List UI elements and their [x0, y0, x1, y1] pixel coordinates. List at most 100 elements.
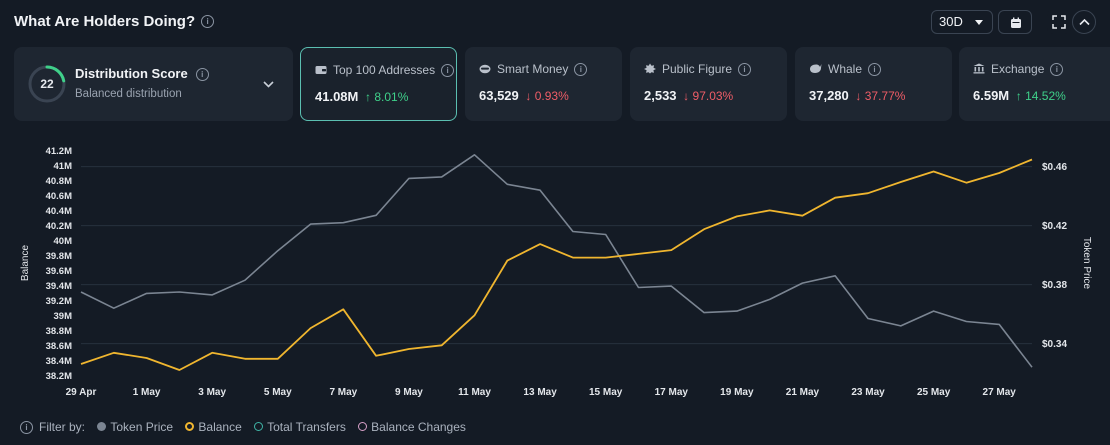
card-header: Top 100 Addresses i	[315, 63, 455, 78]
y-tick-left: 41M	[54, 161, 73, 172]
x-tick: 13 May	[523, 387, 557, 398]
card-value: 6.59M	[973, 88, 1010, 103]
legend-ring-icon	[358, 422, 368, 432]
period-value: 30D	[939, 14, 963, 29]
y-tick-right: $0.46	[1042, 162, 1067, 173]
info-icon[interactable]: i	[738, 63, 752, 77]
y-tick-right: $0.42	[1042, 221, 1067, 232]
card-value-row: 41.08M ↑ 8.01%	[315, 89, 408, 104]
card-change: ↓ 37.77%	[855, 89, 905, 103]
arrow-up-icon: ↑	[365, 90, 371, 104]
smart-money-icon	[479, 64, 491, 74]
page-title: What Are Holders Doing? i	[14, 13, 215, 30]
info-icon[interactable]: i	[868, 63, 882, 77]
distribution-score-subtitle: Balanced distribution	[75, 88, 182, 100]
x-tick: 3 May	[198, 387, 226, 398]
filter-label-text: Filter by:	[39, 420, 86, 434]
card-value: 41.08M	[315, 89, 359, 104]
info-icon[interactable]: i	[441, 64, 455, 78]
card-label: Top 100 Addresses	[333, 63, 436, 77]
page-title-text: What Are Holders Doing?	[14, 13, 196, 30]
chevron-down-icon[interactable]	[263, 81, 274, 88]
card-change: ↑ 8.01%	[365, 90, 408, 104]
card-label: Whale	[828, 62, 863, 76]
distribution-score-gauge	[28, 65, 66, 103]
y-axis-label-right: Token Price	[1081, 237, 1092, 290]
card-value-row: 37,280 ↓ 37.77%	[809, 88, 905, 103]
bank-icon	[973, 63, 985, 74]
legend-item-token-price[interactable]: Token Price	[97, 420, 173, 434]
y-tick-left: 40.8M	[46, 176, 72, 187]
legend-dot-icon	[97, 422, 107, 432]
calendar-icon	[1011, 17, 1021, 28]
card-change-value: 8.01%	[374, 90, 409, 104]
legend-item-total-transfers[interactable]: Total Transfers	[254, 420, 346, 434]
card-header: Smart Money i	[479, 62, 588, 77]
legend-item-balance-changes[interactable]: Balance Changes	[358, 420, 466, 434]
card-value-row: 6.59M ↑ 14.52%	[973, 88, 1066, 103]
card-value-row: 2,533 ↓ 97.03%	[644, 88, 733, 103]
info-icon[interactable]: i	[195, 68, 209, 82]
y-tick-left: 39.6M	[46, 266, 72, 277]
distribution-score-title: Distribution Score i	[75, 66, 209, 82]
info-icon[interactable]: i	[574, 63, 588, 77]
card-change-value: 97.03%	[692, 89, 734, 103]
legend-label: Token Price	[110, 420, 174, 434]
legend-ring-icon	[254, 422, 264, 432]
card-change: ↓ 97.03%	[683, 89, 733, 103]
card-exchange[interactable]: Exchange i 6.59M ↑ 14.52%	[959, 47, 1110, 121]
x-tick: 21 May	[786, 387, 820, 398]
card-header: Whale i	[809, 62, 882, 77]
y-tick-left: 41.2M	[46, 146, 72, 157]
card-value: 63,529	[479, 88, 519, 103]
whale-icon	[810, 64, 822, 74]
card-change: ↑ 14.52%	[1016, 89, 1066, 103]
card-smart-money[interactable]: Smart Money i 63,529 ↓ 0.93%	[465, 47, 622, 121]
x-tick: 25 May	[917, 387, 951, 398]
card-change: ↓ 0.93%	[525, 89, 568, 103]
info-icon[interactable]: i	[20, 421, 33, 435]
holders-line-chart: 38.2M 38.4M 38.6M 38.8M 39M 39.2M 39.4M 39.6M 39…	[20, 146, 1092, 398]
card-value-row: 63,529 ↓ 0.93%	[479, 88, 569, 103]
card-top-100-addresses[interactable]: Top 100 Addresses i 41.08M ↑ 8.01%	[300, 47, 457, 121]
x-tick: 27 May	[983, 387, 1017, 398]
card-change-value: 37.77%	[864, 89, 906, 103]
card-whale[interactable]: Whale i 37,280 ↓ 37.77%	[795, 47, 952, 121]
x-tick: 5 May	[264, 387, 292, 398]
x-tick: 23 May	[851, 387, 885, 398]
y-tick-right: $0.34	[1042, 339, 1067, 350]
x-tick: 15 May	[589, 387, 623, 398]
arrow-down-icon: ↓	[683, 89, 690, 103]
filter-label: i Filter by:	[20, 420, 86, 435]
calendar-button[interactable]	[998, 10, 1032, 34]
y-tick-left: 38.6M	[46, 341, 72, 352]
info-icon[interactable]: i	[201, 14, 215, 28]
collapse-button[interactable]	[1072, 10, 1096, 34]
distribution-score-value: 22	[40, 77, 54, 91]
card-public-figure[interactable]: Public Figure i 2,533 ↓ 97.03%	[630, 47, 787, 121]
distribution-score-card[interactable]: 22 Distribution Score i Balanced distribu…	[14, 47, 293, 121]
x-tick: 1 May	[133, 387, 161, 398]
header: What Are Holders Doing? i 30D	[14, 10, 1096, 36]
y-tick-left: 38.8M	[46, 326, 72, 337]
x-tick: 7 May	[329, 387, 357, 398]
x-tick: 19 May	[720, 387, 754, 398]
period-select[interactable]: 30D	[931, 10, 993, 34]
x-tick: 9 May	[395, 387, 423, 398]
series-line-token-price	[80, 154, 1033, 368]
y-tick-left: 38.4M	[46, 356, 72, 367]
legend-label: Total Transfers	[267, 420, 346, 434]
card-header: Public Figure i	[644, 62, 752, 77]
card-label: Public Figure	[662, 62, 733, 76]
x-tick: 11 May	[458, 387, 491, 398]
fullscreen-button[interactable]	[1047, 10, 1071, 34]
y-tick-left: 40.4M	[46, 206, 72, 217]
card-label: Smart Money	[497, 62, 569, 76]
legend-item-balance[interactable]: Balance	[185, 420, 242, 434]
card-label: Exchange	[991, 62, 1045, 76]
y-tick-left: 39.4M	[46, 281, 72, 292]
legend-label: Balance Changes	[371, 420, 466, 434]
info-icon[interactable]: i	[1050, 63, 1064, 77]
wallet-icon	[315, 65, 327, 74]
y-tick-left: 39.2M	[46, 296, 72, 307]
